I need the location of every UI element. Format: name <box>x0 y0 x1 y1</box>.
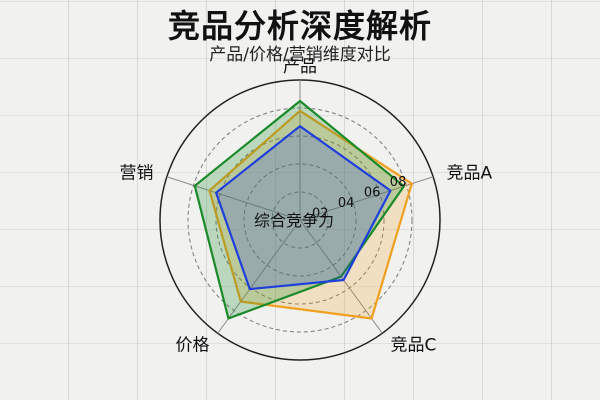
chart-title: 竞品分析深度解析 <box>167 7 432 45</box>
grid-spoke-4 <box>166 176 301 221</box>
axis-label-5: 产品 <box>283 57 317 77</box>
r-tick-label-3: 06 <box>364 186 381 201</box>
axis-label-3: 价格 <box>176 336 210 356</box>
series-polygon-2 <box>193 99 405 320</box>
chart-subtitle: 产品/价格/营销维度对比 <box>209 45 391 65</box>
radar-grid <box>159 79 441 361</box>
r-tick-label-4: 08 <box>390 175 407 190</box>
axis-label-2: 竞品C <box>391 336 437 356</box>
grid-ring-2 <box>243 163 357 277</box>
series-polygon-3 <box>215 125 392 291</box>
series-polygon-1 <box>208 109 413 320</box>
radar-series <box>193 99 413 320</box>
center-label: 综合竞争力 <box>254 211 334 230</box>
grid-spoke-3 <box>217 219 301 334</box>
radar-labels: 竞品A 竞品C 价格 营销 产品 02 04 06 08 综合竞争力 <box>120 57 493 356</box>
axis-label-4: 营销 <box>120 163 154 183</box>
r-tick-label-2: 04 <box>338 196 355 211</box>
axis-label-1: 竞品A <box>447 163 493 183</box>
grid-ring-1 <box>271 191 329 249</box>
r-tick-label-1: 02 <box>312 207 329 222</box>
